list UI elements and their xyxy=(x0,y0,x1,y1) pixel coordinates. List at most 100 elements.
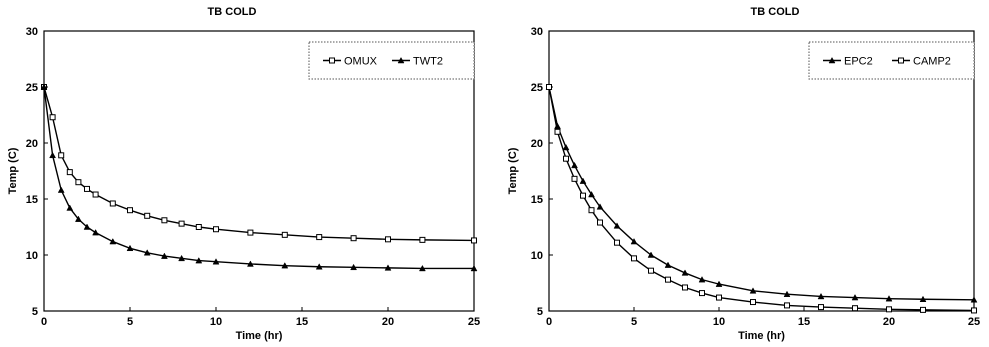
data-point xyxy=(588,190,595,198)
data-point xyxy=(784,302,790,309)
data-point xyxy=(562,143,570,151)
legend-label: TWT2 xyxy=(413,56,443,68)
data-point xyxy=(681,269,689,276)
data-point xyxy=(715,280,723,287)
data-point xyxy=(885,295,893,302)
x-axis-label: Time (hr) xyxy=(738,330,785,342)
data-point xyxy=(471,237,477,244)
x-tick-label: 15 xyxy=(798,316,810,328)
data-point xyxy=(160,252,168,259)
data-point xyxy=(613,222,621,229)
x-tick-label: 20 xyxy=(883,316,895,328)
data-point xyxy=(195,224,202,230)
y-axis-label: Temp (C) xyxy=(507,147,519,194)
data-point xyxy=(109,238,117,245)
data-point xyxy=(247,229,254,236)
data-point xyxy=(614,239,620,246)
y-axis-label: Temp (C) xyxy=(7,147,19,194)
data-point xyxy=(698,276,706,283)
x-tick-label: 25 xyxy=(468,316,480,328)
x-tick-label: 5 xyxy=(127,316,133,328)
data-point xyxy=(580,192,586,199)
series-twt2 xyxy=(40,83,478,272)
data-point xyxy=(647,251,655,258)
x-tick-label: 5 xyxy=(631,316,637,328)
legend-label: CAMP2 xyxy=(913,56,951,68)
data-point xyxy=(74,215,82,222)
data-point xyxy=(66,204,74,211)
series-camp2 xyxy=(546,84,977,314)
y-tick-label: 10 xyxy=(26,250,38,262)
data-point xyxy=(212,258,220,265)
data-point xyxy=(817,292,825,300)
data-point xyxy=(315,263,323,270)
data-point xyxy=(58,152,65,159)
series-line xyxy=(43,86,475,242)
data-point xyxy=(664,261,672,268)
legend-label: OMUX xyxy=(344,56,378,68)
data-point xyxy=(630,238,638,245)
data-point xyxy=(127,207,133,214)
y-tick-label: 25 xyxy=(26,82,38,94)
y-tick-label: 20 xyxy=(531,138,543,150)
legend-marker xyxy=(828,56,836,64)
data-point xyxy=(783,290,791,297)
series-line xyxy=(43,86,474,270)
data-point xyxy=(281,231,288,238)
data-point xyxy=(631,255,637,262)
data-point xyxy=(419,236,426,243)
data-point xyxy=(571,161,578,169)
data-point xyxy=(648,267,654,274)
y-tick-label: 30 xyxy=(26,26,38,38)
series-epc2 xyxy=(545,83,978,303)
data-point xyxy=(818,304,824,311)
data-point xyxy=(143,249,151,256)
data-point xyxy=(579,177,587,184)
data-point xyxy=(563,155,569,162)
data-point xyxy=(246,260,254,267)
x-tick-label: 10 xyxy=(713,316,725,328)
data-point xyxy=(970,296,978,303)
legend-marker xyxy=(898,57,904,64)
plot-area xyxy=(548,30,975,312)
data-point xyxy=(852,305,858,312)
data-point xyxy=(749,287,757,294)
data-point xyxy=(919,295,927,302)
x-tick-label: 0 xyxy=(546,316,552,328)
data-point xyxy=(886,306,892,313)
data-point xyxy=(571,175,578,182)
chart-title: TB COLD xyxy=(208,6,257,18)
x-axis-label: Time (hr) xyxy=(236,330,283,342)
data-point xyxy=(750,299,756,306)
data-point xyxy=(178,254,186,262)
data-point xyxy=(418,264,426,272)
data-point xyxy=(665,276,671,283)
data-point xyxy=(92,229,100,236)
plot-area xyxy=(43,30,475,312)
data-point xyxy=(588,207,595,214)
data-point xyxy=(716,294,722,301)
data-point xyxy=(66,169,73,176)
legend: OMUX TWT2 xyxy=(308,41,475,80)
x-tick-label: 15 xyxy=(296,316,308,328)
y-tick-label: 30 xyxy=(531,26,543,38)
legend-label: EPC2 xyxy=(844,56,873,68)
data-point xyxy=(195,257,203,264)
data-point xyxy=(49,151,57,159)
data-point xyxy=(84,185,90,192)
data-point xyxy=(971,307,977,314)
data-point xyxy=(57,186,65,193)
data-point xyxy=(350,235,357,242)
x-tick-label: 0 xyxy=(41,316,47,328)
data-point xyxy=(126,244,134,252)
chart-title: TB COLD xyxy=(751,6,800,18)
data-point xyxy=(554,128,561,135)
y-tick-label: 15 xyxy=(26,194,38,206)
data-point xyxy=(40,83,48,90)
y-tick-label: 25 xyxy=(531,82,543,94)
data-point xyxy=(316,234,323,241)
data-point xyxy=(384,264,392,271)
data-point xyxy=(597,219,603,226)
